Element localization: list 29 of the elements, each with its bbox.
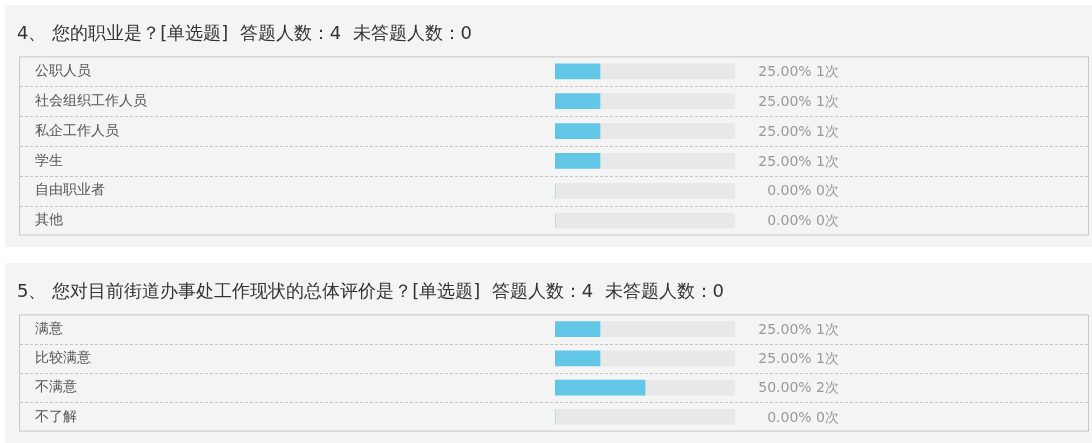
- data-label: 25.00% 1次: [758, 62, 839, 79]
- text: 4、 您的职业是？[单选题] 答题人数：4 未答题人数：0: [17, 21, 473, 45]
- bar: [555, 350, 601, 367]
- y-tick-label: 比较满意: [35, 348, 91, 365]
- bar: [555, 379, 646, 396]
- data-label: 25.00% 1次: [758, 92, 839, 109]
- bar: [644, 379, 735, 396]
- data-label: 25.00% 1次: [758, 122, 839, 139]
- data-label: 50.00% 2次: [758, 379, 839, 396]
- y-tick-label: 不了解: [35, 407, 77, 424]
- data-label: 0.00% 0次: [767, 212, 839, 229]
- text: 5、 您对目前街道办事处工作现状的总体评价是？[单选题] 答题人数：4 未答题人数：0: [17, 279, 725, 303]
- data-label: 0.00% 0次: [767, 408, 839, 425]
- bar: [599, 321, 735, 337]
- y-tick-label: 社会组织工作人员: [35, 91, 147, 108]
- data-label: 0.00% 0次: [767, 182, 839, 199]
- y-tick-label: 私企工作人员: [35, 121, 119, 138]
- y-tick-label: 公职人员: [35, 61, 91, 78]
- bar: [599, 350, 735, 367]
- data-label: 25.00% 1次: [758, 152, 839, 169]
- y-tick-label: 学生: [35, 151, 63, 168]
- y-tick-label: 自由职业者: [35, 181, 105, 198]
- bar: [555, 409, 735, 425]
- data-label: 25.00% 1次: [758, 320, 839, 337]
- y-tick-label: 满意: [35, 319, 63, 336]
- y-tick-label: 不满意: [35, 378, 77, 395]
- bar: [555, 321, 601, 337]
- y-tick-label: 其他: [35, 211, 63, 228]
- data-label: 25.00% 1次: [758, 349, 839, 366]
